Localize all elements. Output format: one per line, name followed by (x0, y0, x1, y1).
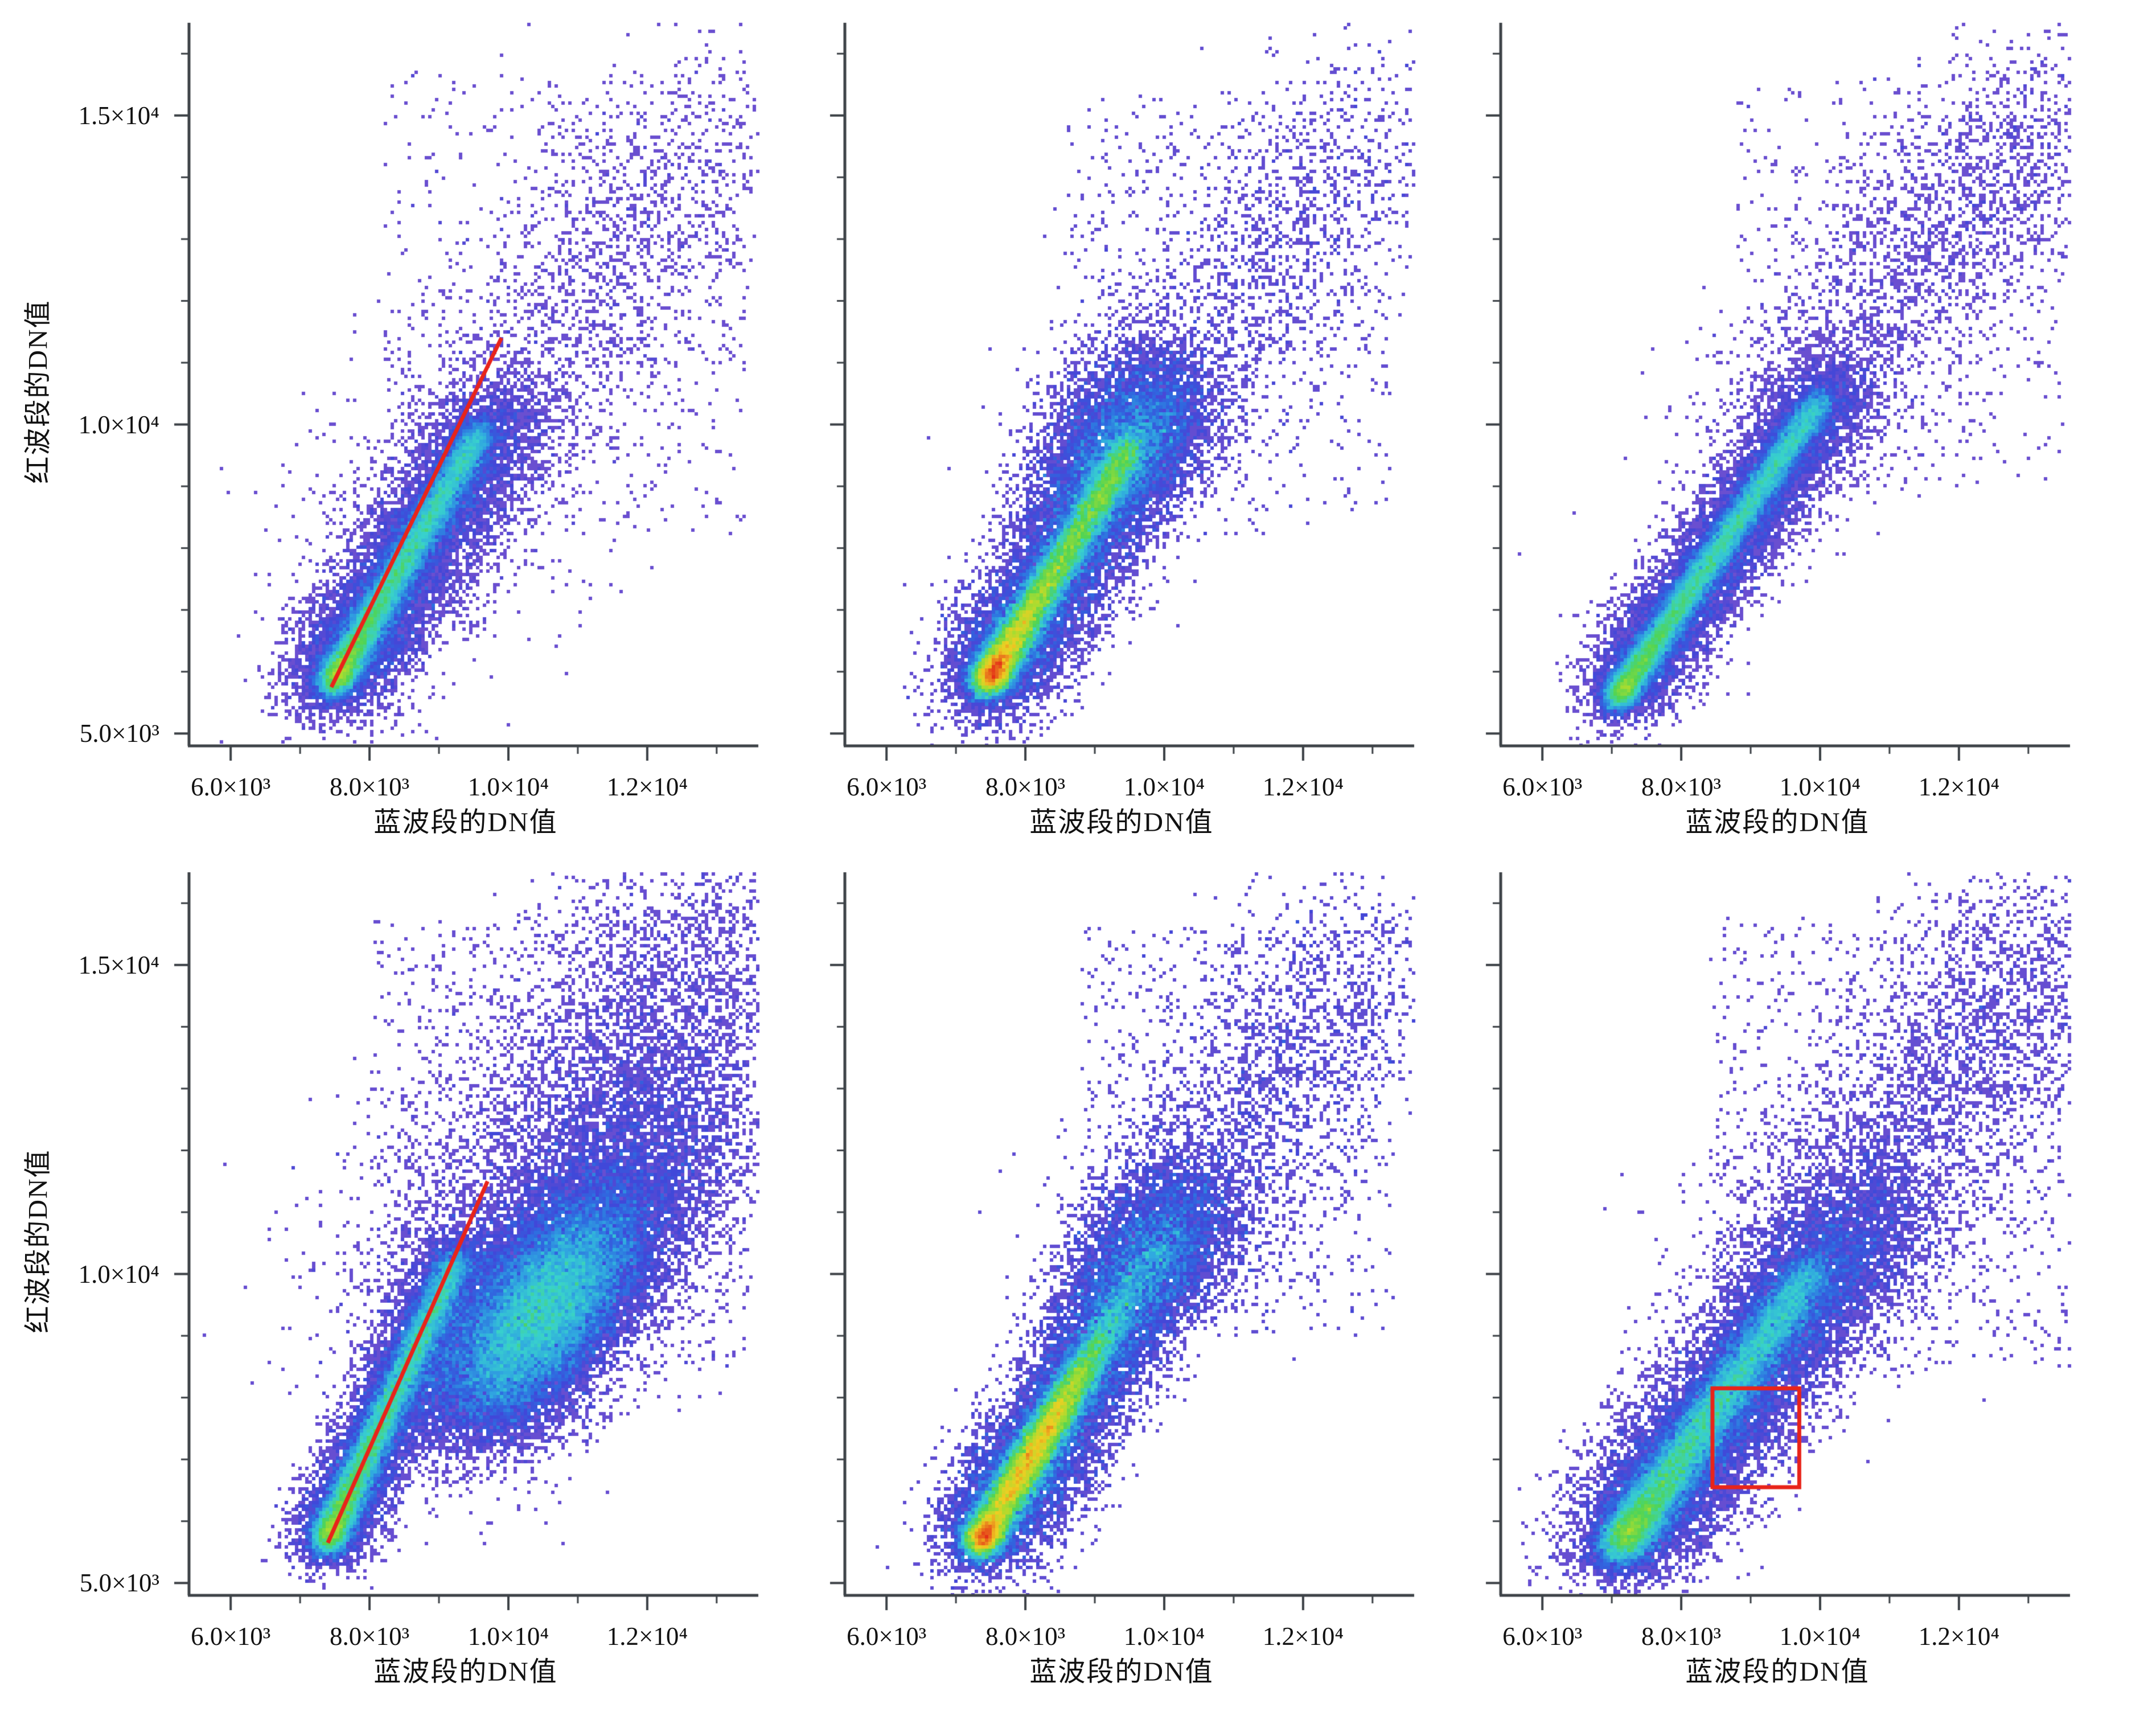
x-tick-label: 6.0×10³ (191, 773, 271, 801)
x-tick-label: 1.2×10⁴ (606, 1622, 688, 1651)
x-axis-title: 蓝波段的DN值 (823, 1653, 1420, 1694)
plot-column: 6.0×10³ 8.0×10³ 1.0×10⁴ 1.2×10⁴ 蓝波段的DN值 (167, 15, 764, 845)
x-tick-label: 1.2×10⁴ (1262, 1622, 1344, 1651)
x-axis-title: 蓝波段的DN值 (167, 1653, 764, 1694)
x-tick-label: 6.0×10³ (1502, 1622, 1583, 1651)
plot-column: 6.0×10³ 8.0×10³ 1.0×10⁴ 1.2×10⁴ 蓝波段的DN值 (1479, 15, 2076, 845)
x-tick-label: 8.0×10³ (330, 1622, 410, 1651)
x-tick-label: 1.0×10⁴ (1779, 773, 1861, 801)
x-axis-title: 蓝波段的DN值 (1479, 1653, 2076, 1694)
y-tick-label: 1.5×10⁴ (78, 950, 159, 979)
x-tick-label: 1.2×10⁴ (1262, 773, 1344, 801)
panel-bottom-left: 5.0×10³ 1.0×10⁴ 1.5×10⁴ 6.0×10³ 8.0×10³ 1.0×… (60, 864, 764, 1694)
y-tick-label: 1.5×10⁴ (78, 101, 159, 130)
x-axis-title: 蓝波段的DN值 (1479, 804, 2076, 845)
y-tick-label: 1.0×10⁴ (78, 1259, 159, 1288)
x-tick-label: 1.0×10⁴ (467, 1622, 549, 1651)
density-scatter-canvas (167, 864, 764, 1618)
x-tick-label: 1.0×10⁴ (467, 773, 549, 801)
y-tick-label: 5.0×10³ (79, 1569, 159, 1598)
y-axis-title: 红波段的DN值 (10, 15, 60, 769)
x-axis-title-text: 蓝波段的DN值 (1029, 1657, 1214, 1687)
panel-bottom-right: 6.0×10³ 8.0×10³ 1.0×10⁴ 1.2×10⁴ 蓝波段的DN值 (1479, 864, 2076, 1694)
y-tick-labels: 5.0×10³ 1.0×10⁴ 1.5×10⁴ (60, 864, 167, 1618)
x-tick-label: 6.0×10³ (1502, 773, 1583, 801)
density-scatter-canvas (823, 15, 1420, 769)
x-tick-label: 1.2×10⁴ (606, 773, 688, 801)
plot-column: 6.0×10³ 8.0×10³ 1.0×10⁴ 1.2×10⁴ 蓝波段的DN值 (1479, 864, 2076, 1694)
x-tick-label: 8.0×10³ (330, 773, 410, 801)
panel-top-left: 5.0×10³ 1.0×10⁴ 1.5×10⁴ 6.0×10³ 8.0×10³ 1.0×… (60, 15, 764, 845)
x-tick-labels: 6.0×10³ 8.0×10³ 1.0×10⁴ 1.2×10⁴ (823, 1618, 1420, 1653)
plot-column: 6.0×10³ 8.0×10³ 1.0×10⁴ 1.2×10⁴ 蓝波段的DN值 (823, 15, 1420, 845)
panel-bottom-middle: 6.0×10³ 8.0×10³ 1.0×10⁴ 1.2×10⁴ 蓝波段的DN值 (823, 864, 1420, 1694)
x-tick-label: 1.0×10⁴ (1123, 773, 1205, 801)
x-axis-title-text: 蓝波段的DN值 (1685, 807, 1870, 838)
x-tick-labels: 6.0×10³ 8.0×10³ 1.0×10⁴ 1.2×10⁴ (167, 1618, 764, 1653)
x-axis-title-text: 蓝波段的DN值 (373, 1657, 558, 1687)
figure: 红波段的DN值 5.0×10³ 1.0×10⁴ 1.5×10⁴ 6.0×10³ 8.0… (10, 15, 2145, 1694)
x-tick-labels: 6.0×10³ 8.0×10³ 1.0×10⁴ 1.2×10⁴ (823, 769, 1420, 804)
x-tick-label: 6.0×10³ (847, 773, 927, 801)
x-axis-title: 蓝波段的DN值 (167, 804, 764, 845)
y-axis-title: 红波段的DN值 (10, 864, 60, 1618)
panel-top-right: 6.0×10³ 8.0×10³ 1.0×10⁴ 1.2×10⁴ 蓝波段的DN值 (1479, 15, 2076, 845)
density-scatter-canvas (1479, 15, 2076, 769)
x-axis-title-text: 蓝波段的DN值 (373, 807, 558, 838)
y-axis-title-text: 红波段的DN值 (23, 299, 54, 484)
x-tick-labels: 6.0×10³ 8.0×10³ 1.0×10⁴ 1.2×10⁴ (1479, 769, 2076, 804)
x-tick-label: 1.0×10⁴ (1779, 1622, 1861, 1651)
x-tick-label: 8.0×10³ (985, 1622, 1066, 1651)
chart-row-bottom: 红波段的DN值 5.0×10³ 1.0×10⁴ 1.5×10⁴ 6.0×10³ 8.0… (10, 864, 2145, 1694)
density-scatter-canvas (167, 15, 764, 769)
plot-column: 6.0×10³ 8.0×10³ 1.0×10⁴ 1.2×10⁴ 蓝波段的DN值 (167, 864, 764, 1694)
y-tick-label: 1.0×10⁴ (78, 410, 159, 439)
x-tick-labels: 6.0×10³ 8.0×10³ 1.0×10⁴ 1.2×10⁴ (167, 769, 764, 804)
plot-column: 6.0×10³ 8.0×10³ 1.0×10⁴ 1.2×10⁴ 蓝波段的DN值 (823, 864, 1420, 1694)
x-tick-label: 6.0×10³ (847, 1622, 927, 1651)
x-tick-label: 8.0×10³ (985, 773, 1066, 801)
density-scatter-canvas (823, 864, 1420, 1618)
y-tick-labels: 5.0×10³ 1.0×10⁴ 1.5×10⁴ (60, 15, 167, 769)
x-tick-label: 1.0×10⁴ (1123, 1622, 1205, 1651)
density-scatter-canvas (1479, 864, 2076, 1618)
x-axis-title-text: 蓝波段的DN值 (1685, 1657, 1870, 1687)
x-tick-label: 8.0×10³ (1641, 773, 1722, 801)
x-tick-label: 6.0×10³ (191, 1622, 271, 1651)
chart-row-top: 红波段的DN值 5.0×10³ 1.0×10⁴ 1.5×10⁴ 6.0×10³ 8.0… (10, 15, 2145, 845)
x-axis-title-text: 蓝波段的DN值 (1029, 807, 1214, 838)
panel-top-middle: 6.0×10³ 8.0×10³ 1.0×10⁴ 1.2×10⁴ 蓝波段的DN值 (823, 15, 1420, 845)
x-tick-labels: 6.0×10³ 8.0×10³ 1.0×10⁴ 1.2×10⁴ (1479, 1618, 2076, 1653)
x-tick-label: 8.0×10³ (1641, 1622, 1722, 1651)
x-tick-label: 1.2×10⁴ (1918, 773, 2000, 801)
x-tick-label: 1.2×10⁴ (1918, 1622, 2000, 1651)
x-axis-title: 蓝波段的DN值 (823, 804, 1420, 845)
y-axis-title-text: 红波段的DN值 (23, 1149, 54, 1333)
y-tick-label: 5.0×10³ (79, 719, 159, 748)
